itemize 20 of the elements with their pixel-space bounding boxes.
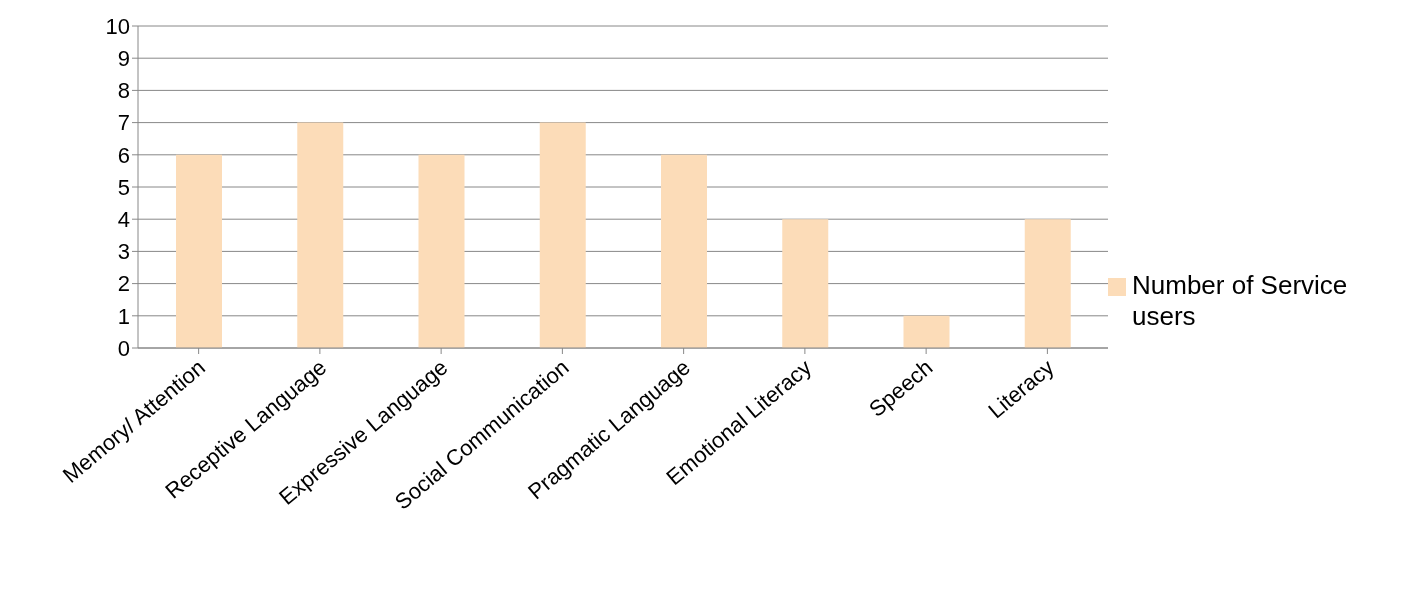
y-tick-label: 8 (117, 78, 130, 104)
bar (903, 315, 950, 348)
y-tick-label: 10 (105, 13, 130, 39)
y-tick-label: 3 (117, 239, 130, 265)
bar (1024, 219, 1071, 348)
bar (418, 154, 465, 348)
bar (782, 219, 829, 348)
y-tick-label: 4 (117, 207, 130, 233)
y-tick-label: 6 (117, 142, 130, 168)
y-tick-label: 0 (117, 335, 130, 361)
y-tick-label: 9 (117, 46, 130, 72)
bar (539, 122, 586, 348)
y-tick-label: 5 (117, 174, 130, 200)
y-tick-label: 7 (117, 110, 130, 136)
bar (297, 122, 344, 348)
y-tick-label: 2 (117, 271, 130, 297)
legend-label: Number of Service users (1132, 269, 1349, 332)
bar (176, 154, 222, 348)
bar (661, 154, 707, 348)
y-tick-label: 1 (117, 303, 130, 329)
